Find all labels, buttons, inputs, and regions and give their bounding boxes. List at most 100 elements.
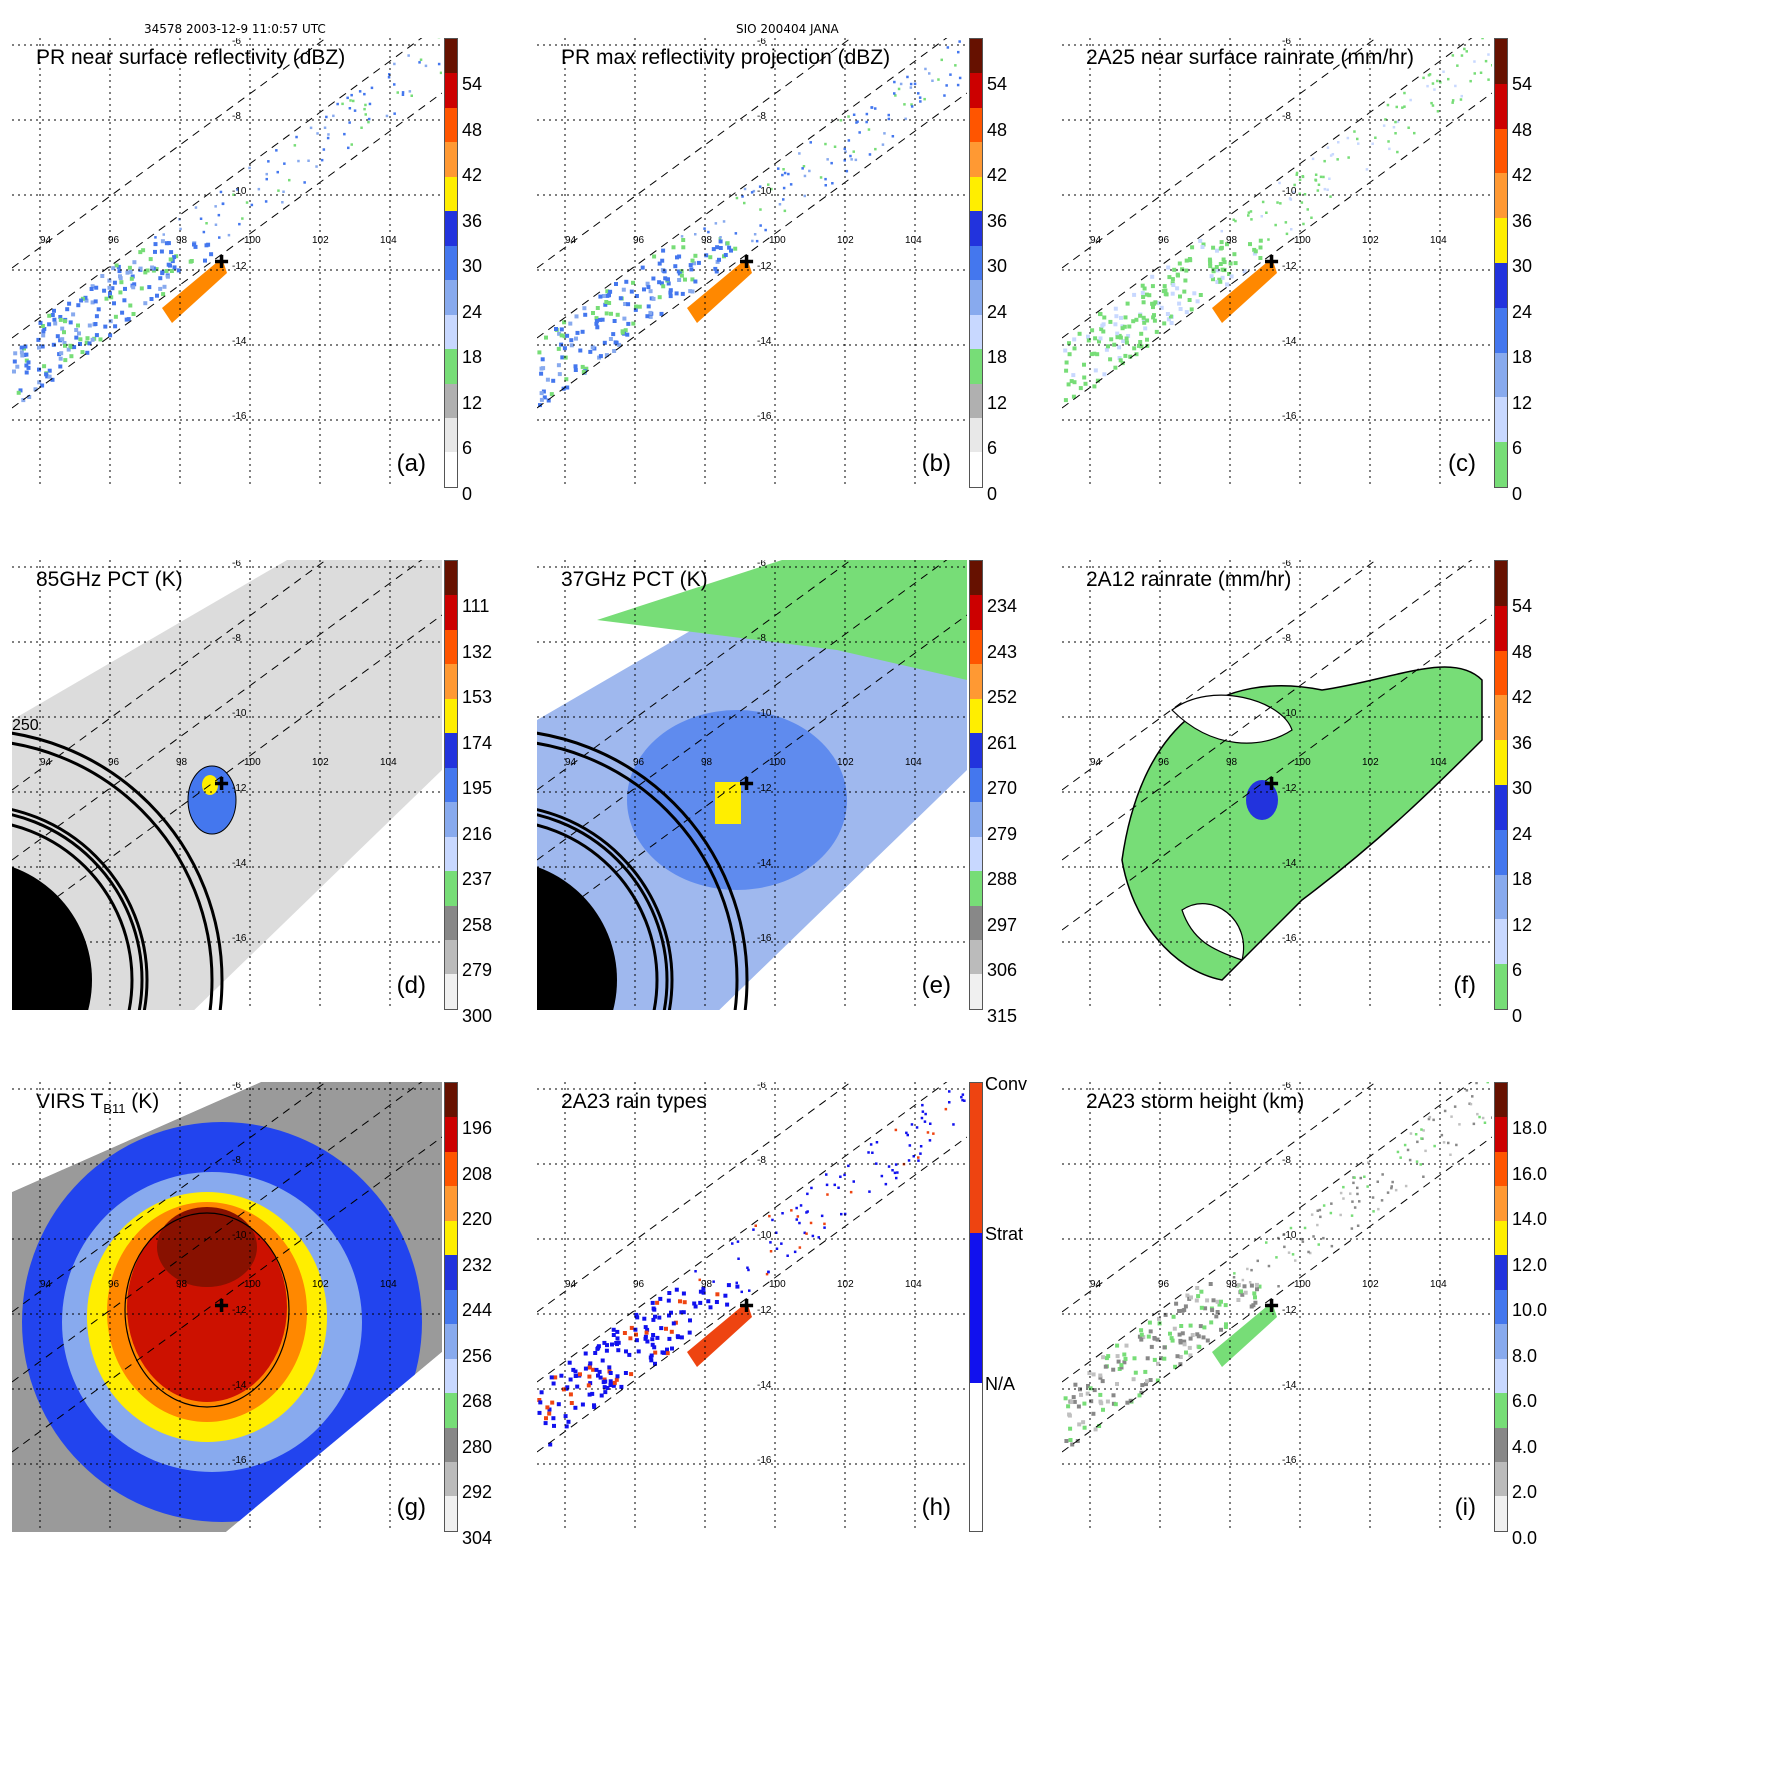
title-end: (K) (125, 1090, 160, 1113)
colorbar-segment (445, 280, 457, 315)
colorbar-tick: 6 (987, 438, 998, 458)
lat-label: -14 (757, 858, 772, 869)
lon-label: 104 (1430, 757, 1447, 768)
panel-f: 94 96 98 100 102 104 -6 -8 -10 -12 -14 -16 ✚ 2A12 rai… (1062, 560, 1492, 1010)
colorbar-segment (970, 73, 982, 108)
colorbar-segment (445, 383, 457, 418)
panel-b: 94 96 98 100 102 104 -6 -8 -10 -12 -14 -16 ✚ PR max r… (537, 38, 967, 488)
panel-title: 2A23 rain types (561, 1090, 707, 1113)
colorbar-tick: 18.0 (1512, 1118, 1548, 1138)
colorbar-segment (445, 905, 457, 940)
colorbar-segment (445, 1496, 457, 1531)
lon-label: 102 (312, 235, 329, 246)
colorbar-tick: 54 (987, 74, 1008, 94)
colorbar-tick: 2.0 (1512, 1482, 1538, 1502)
colorbar-segment (970, 871, 982, 906)
colorbar-tick: 279 (462, 960, 493, 980)
lat-label: -6 (232, 1082, 241, 1091)
lon-label: 100 (769, 1279, 786, 1290)
colorbar-tick: 279 (987, 823, 1018, 844)
lon-label: 96 (1158, 235, 1170, 246)
colorbar-tick: 48 (1512, 119, 1533, 140)
colorbar-segment (1495, 650, 1507, 696)
colorbar-segment (445, 802, 457, 837)
lat-label: -8 (1282, 1155, 1291, 1166)
lon-label: 100 (1294, 1279, 1311, 1290)
lon-label: 104 (905, 235, 922, 246)
title-main: VIRS T (36, 1090, 104, 1113)
lon-label: 100 (244, 235, 261, 246)
lat-label: -12 (757, 783, 772, 794)
lon-label: 96 (633, 235, 645, 246)
colorbar-tick: 36 (462, 210, 483, 231)
lon-label: 94 (565, 757, 577, 768)
lon-label: 100 (769, 235, 786, 246)
lat-label: -14 (232, 1380, 247, 1391)
lon-label: 98 (176, 757, 188, 768)
panel-letter: (a) (396, 450, 426, 477)
colorbar-segment (970, 1233, 982, 1383)
colorbar-tick: 0 (1512, 1005, 1523, 1026)
colorbar-segment (1495, 605, 1507, 651)
colorbar-tick: 288 (987, 869, 1018, 889)
colorbar-tick: 36 (1512, 210, 1533, 231)
lat-label: -14 (1282, 858, 1297, 869)
colorbar-tick: 12 (1512, 392, 1533, 413)
colorbar-tick: 30 (1512, 256, 1533, 276)
panel-c: 94 96 98 100 102 104 -6 -8 -10 -12 -14 -16 ✚ 2A25 nea… (1062, 38, 1492, 488)
colorbar-segment (445, 176, 457, 212)
lat-label: -8 (232, 633, 241, 644)
panel-d: 94 96 98 100 102 104 -6 -8 -10 -12 -14 -16 ✚ 250 85GHz… (12, 560, 442, 1010)
colorbar-tick: 232 (462, 1254, 493, 1275)
colorbar-segment (1495, 1496, 1507, 1531)
colorbar-segment (445, 871, 457, 906)
colorbar-segment (445, 1255, 457, 1290)
colorbar-tick: 16.0 (1512, 1163, 1548, 1184)
colorbar-segment (970, 629, 982, 665)
colorbar-segment (970, 39, 982, 74)
contour-label: 250 (12, 717, 39, 734)
colorbar-segment (970, 595, 982, 630)
lon-label: 94 (40, 1279, 52, 1290)
lon-label: 98 (1226, 1279, 1238, 1290)
colorbar-tick: 24 (1512, 301, 1533, 322)
colorbar-tick: 48 (987, 119, 1008, 140)
colorbar-segment (970, 245, 982, 281)
colorbar-segment (445, 1151, 457, 1187)
storm-center-icon: ✚ (1264, 774, 1279, 795)
colorbar-segment (970, 211, 982, 246)
colorbar-tick: 195 (462, 778, 493, 798)
lon-label: 100 (1294, 757, 1311, 768)
colorbar-tick: 6 (462, 438, 473, 458)
lon-label: 104 (380, 235, 397, 246)
panel-h: 94 96 98 100 102 104 -6 -8 -10 -12 -14 -16 ✚ 2A23 rai… (537, 1082, 967, 1532)
colorbar-segment (445, 974, 457, 1009)
panel-title: 2A12 rainrate (mm/hr) (1086, 568, 1292, 591)
colorbar-tick: 18 (1512, 347, 1533, 367)
storm-center-icon: ✚ (739, 1296, 754, 1317)
colorbar-segment (1495, 784, 1507, 830)
lat-label: -10 (232, 1230, 247, 1241)
colorbar-segment (445, 767, 457, 803)
lon-label: 102 (837, 1279, 854, 1290)
colorbar-segment (445, 1083, 457, 1118)
colorbar-tick: 243 (987, 641, 1018, 662)
lon-label: 98 (1226, 757, 1238, 768)
lat-label: -10 (757, 186, 772, 197)
colorbar-segment (445, 836, 457, 872)
colorbar-tick: 18 (1512, 869, 1533, 889)
colorbar-tick: 0.0 (1512, 1527, 1538, 1548)
colorbar-segment (1495, 964, 1507, 1009)
colorbar-segment (445, 595, 457, 630)
lon-label: 96 (1158, 757, 1170, 768)
map-h: 94 96 98 100 102 104 -6 -8 -10 -12 -14 -16 ✚ (537, 1082, 967, 1532)
colorbar-tick: 18 (987, 347, 1008, 367)
colorbar-tick: 208 (462, 1163, 493, 1184)
colorbar-segment (1495, 561, 1507, 606)
colorbar-segment (1495, 352, 1507, 398)
colorbar-segment (445, 73, 457, 108)
lon-label: 96 (108, 235, 120, 246)
colorbar-segment (970, 905, 982, 940)
colorbar-tick: 24 (987, 301, 1008, 322)
colorbar-segment (1495, 128, 1507, 174)
